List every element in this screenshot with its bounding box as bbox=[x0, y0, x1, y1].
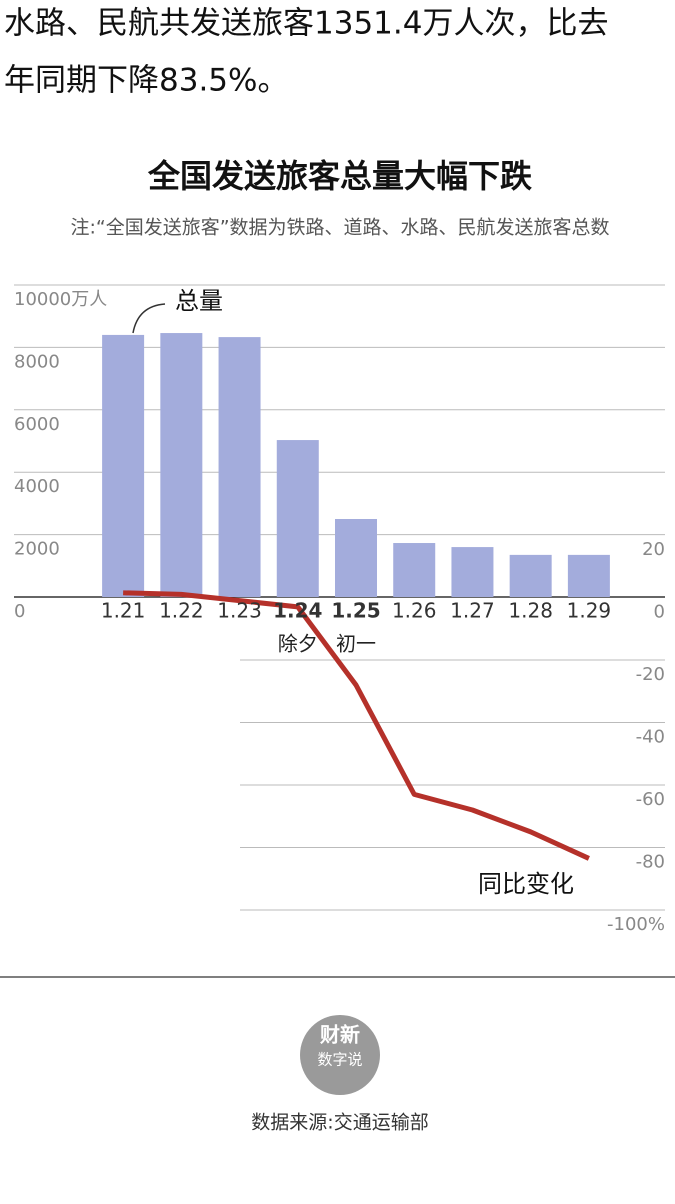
x-tick-note: 除夕 bbox=[278, 632, 318, 656]
y2-tick-label: -60 bbox=[636, 789, 665, 810]
bar bbox=[218, 337, 261, 597]
bar bbox=[160, 333, 203, 597]
logo-text: 财新 bbox=[320, 1023, 360, 1047]
x-tick-label: 1.21 bbox=[101, 599, 146, 623]
y-tick-label: 8000 bbox=[14, 351, 60, 372]
x-tick-label: 1.27 bbox=[450, 599, 495, 623]
y-tick-label: 10000万人 bbox=[14, 289, 107, 310]
bar bbox=[393, 543, 436, 597]
x-tick-label: 1.23 bbox=[217, 599, 262, 623]
y2-tick-label: 0 bbox=[654, 602, 665, 623]
article-line: 水路、民航共发送旅客1351.4万人次，比去 bbox=[4, 6, 608, 42]
y-tick-label: 6000 bbox=[14, 414, 60, 435]
x-tick-label: 1.26 bbox=[392, 599, 437, 623]
x-tick-label: 1.28 bbox=[508, 599, 553, 623]
y-tick-label: 0 bbox=[14, 601, 25, 622]
plot: 0 2000 4000 6000 8000 10000万人 20 0 -20 -40 -60 -80 -… bbox=[14, 284, 665, 935]
y2-tick-label: -80 bbox=[636, 852, 665, 873]
series-annotation: 总量 bbox=[175, 287, 223, 315]
chart-title: 全国发送旅客总量大幅下跌 bbox=[147, 157, 532, 195]
source: 数据来源:交通运输部 bbox=[251, 1112, 428, 1134]
y2-tick-label: -40 bbox=[636, 727, 665, 748]
x-tick-label: 1.25 bbox=[331, 599, 380, 623]
bar bbox=[509, 554, 552, 597]
x-tick-label: 1.29 bbox=[567, 599, 612, 623]
bar bbox=[567, 554, 610, 597]
bar bbox=[102, 334, 145, 597]
x-tick-note: 初一 bbox=[336, 632, 376, 656]
y2-tick-label: -20 bbox=[636, 664, 665, 685]
x-tick-label: 1.22 bbox=[159, 599, 204, 623]
logo-text: 数字说 bbox=[317, 1051, 362, 1069]
y-tick-label: 4000 bbox=[14, 476, 60, 497]
leader-line bbox=[132, 303, 166, 334]
logo bbox=[300, 1015, 380, 1095]
series-annotation: 同比变化 bbox=[478, 870, 574, 898]
article-line: 年同期下降83.5%。 bbox=[4, 63, 288, 99]
bar bbox=[451, 547, 494, 597]
chart-subtitle: 注:“全国发送旅客”数据为铁路、道路、水路、民航发送旅客总数 bbox=[70, 217, 609, 239]
y2-tick-label: 20 bbox=[642, 539, 665, 560]
y2-tick-label: -100% bbox=[607, 914, 665, 935]
y-tick-label: 2000 bbox=[14, 539, 60, 560]
x-tick-label: 1.24 bbox=[273, 599, 322, 623]
bar bbox=[276, 440, 319, 597]
bar bbox=[335, 519, 377, 597]
line bbox=[123, 590, 590, 861]
